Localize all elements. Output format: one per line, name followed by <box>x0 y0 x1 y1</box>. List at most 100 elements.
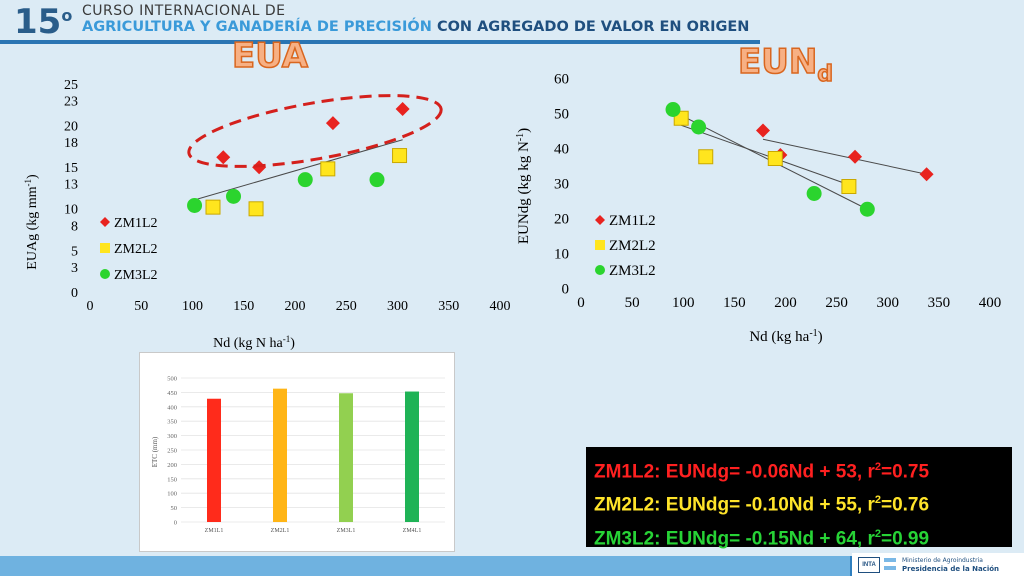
x-tick-label: 50 <box>625 295 640 311</box>
y-tick-label: 50 <box>554 106 569 122</box>
x-tick-label: ZM1L1 <box>205 528 224 534</box>
x-tick-label: 150 <box>723 295 746 311</box>
data-point-zm3l2 <box>226 188 241 204</box>
flag-icon <box>884 558 896 570</box>
y-tick-label: 20 <box>64 120 78 135</box>
y-tick-label: 500 <box>167 376 177 383</box>
legend-marker <box>100 269 110 279</box>
data-point-zm3l2 <box>859 201 875 217</box>
footer-logos: INTA Ministerio de Agroindustria Preside… <box>852 553 1024 576</box>
legend-item-zm1l2: ZM1L2 <box>595 213 656 229</box>
equation-zm1l2: ZM1L2: EUNdg= -0.06Nd + 53, r2=0.75 <box>594 461 930 483</box>
x-tick-label: 100 <box>182 299 203 314</box>
bar-zm3l1 <box>339 393 353 522</box>
x-tick-label: 400 <box>979 295 1002 311</box>
legend-marker <box>100 243 110 253</box>
legend-marker <box>595 240 605 250</box>
x-tick-label: 350 <box>438 299 459 314</box>
legend-label: ZM2L2 <box>114 242 158 257</box>
y-tick-label: 400 <box>167 404 177 411</box>
y-tick-label: 0 <box>71 286 78 301</box>
bar-zm2l1 <box>273 388 287 522</box>
data-point-zm1l2 <box>216 150 231 165</box>
x-tick-label: 300 <box>877 295 900 311</box>
data-point-zm1l2 <box>919 167 934 182</box>
y-tick-label: 250 <box>167 448 177 455</box>
legend-item-zm2l2: ZM2L2 <box>595 238 656 254</box>
x-tick-label: 0 <box>87 299 94 314</box>
data-point-zm1l2 <box>395 101 410 116</box>
x-axis-label: Nd (kg N ha-1) <box>213 334 295 351</box>
y-tick-label: 5 <box>71 244 78 259</box>
equation-zm3l2: ZM3L2: EUNdg= -0.15Nd + 64, r2=0.99 <box>594 527 930 549</box>
x-axis-label: Nd (kg ha-1) <box>749 328 822 346</box>
y-axis-label: EUNdg (kg kg N-1) <box>515 128 533 244</box>
y-tick-label: 10 <box>554 246 569 262</box>
x-tick-label: 250 <box>825 295 848 311</box>
y-tick-label: 25 <box>64 78 78 93</box>
y-tick-label: 50 <box>171 505 178 512</box>
y-tick-label: 23 <box>64 95 78 110</box>
y-tick-label: 350 <box>167 419 177 426</box>
legend-marker <box>595 265 605 275</box>
data-point-zm2l2 <box>248 201 264 217</box>
x-tick-label: ZM3L1 <box>337 528 356 534</box>
x-tick-label: 100 <box>672 295 695 311</box>
regression-equations: ZM1L2: EUNdg= -0.06Nd + 53, r2=0.75 ZM2L… <box>586 447 1012 549</box>
trendline <box>192 139 403 201</box>
data-point-zm1l2 <box>848 149 863 164</box>
etc-bar-chart: 0 50 100 150 200 250 300 350 400 450 500 ZM1L1 ZM2L… <box>139 352 455 552</box>
eua-title: EUA <box>231 35 309 77</box>
header-line1: CURSO INTERNACIONAL DE <box>82 3 286 19</box>
legend-marker <box>100 217 110 227</box>
y-tick-label: 100 <box>167 491 177 498</box>
x-tick-label: 200 <box>285 299 306 314</box>
x-tick-label: ZM4L1 <box>403 528 422 534</box>
x-tick-label: ZM2L1 <box>271 528 290 534</box>
x-tick-label: 300 <box>387 299 408 314</box>
data-point-zm2l2 <box>767 151 783 166</box>
data-point-zm3l2 <box>665 102 681 117</box>
legend-item-zm1l2: ZM1L2 <box>100 216 158 231</box>
data-point-zm2l2 <box>698 149 714 165</box>
y-tick-label: 20 <box>554 211 569 227</box>
trendline <box>762 138 927 175</box>
y-tick-label: 18 <box>64 136 78 151</box>
y-axis-label: EUAg (kg mm-1) <box>23 174 40 270</box>
x-tick-label: 350 <box>928 295 951 311</box>
y-tick-label: 30 <box>554 176 569 192</box>
trendline <box>681 124 850 186</box>
y-tick-label: 300 <box>167 433 177 440</box>
x-tick-label: 0 <box>577 295 585 311</box>
data-point-zm1l2 <box>756 123 771 138</box>
legend-marker <box>595 215 605 225</box>
legend-item-zm3l2: ZM3L2 <box>595 263 656 279</box>
course-number: 15o <box>14 2 73 42</box>
legend-label: ZM1L2 <box>114 216 158 231</box>
x-tick-label: 50 <box>134 299 148 314</box>
y-tick-label: 200 <box>167 462 177 469</box>
legend-label: ZM3L2 <box>609 263 656 279</box>
eund-title: EUNd <box>737 41 834 87</box>
data-point-zm3l2 <box>187 197 203 213</box>
data-point-zm3l2 <box>691 119 707 135</box>
data-point-zm2l2 <box>841 179 857 194</box>
y-tick-label: 60 <box>554 71 569 87</box>
y-tick-label: 0 <box>562 281 570 297</box>
data-point-zm2l2 <box>205 199 221 215</box>
x-tick-label: 400 <box>490 299 511 314</box>
y-tick-label: 15 <box>64 161 78 176</box>
data-point-zm2l2 <box>320 161 336 177</box>
x-tick-label: 200 <box>774 295 797 311</box>
y-tick-label: 40 <box>554 141 569 157</box>
header-rule <box>0 40 760 44</box>
y-tick-label: 13 <box>64 178 78 193</box>
data-point-zm3l2 <box>369 172 385 188</box>
legend-label: ZM2L2 <box>609 238 656 254</box>
y-tick-label: 3 <box>71 261 78 276</box>
legend-label: ZM1L2 <box>609 213 656 229</box>
bar-zm4l1 <box>405 391 419 522</box>
equation-zm2l2: ZM2L2: EUNdg= -0.10Nd + 55, r2=0.76 <box>594 494 930 516</box>
y-tick-label: 10 <box>64 203 78 218</box>
header-line2: AGRICULTURA Y GANADERÍA DE PRECISIÓN CON… <box>82 19 750 35</box>
